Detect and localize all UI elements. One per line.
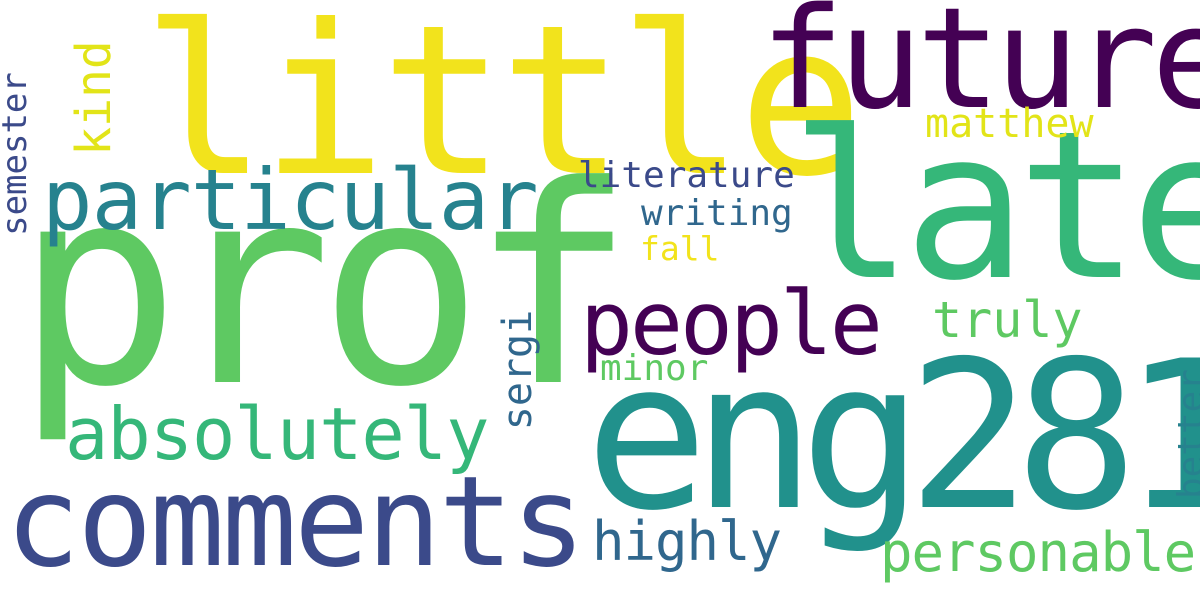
word-semester: semester — [0, 72, 35, 236]
word-people: people — [580, 272, 883, 375]
word-highly: highly — [592, 510, 782, 573]
word-late: late — [790, 88, 1200, 326]
word-better: better — [1171, 368, 1200, 500]
word-kind: kind — [65, 40, 122, 156]
word-prof: prof — [15, 127, 635, 447]
word-matthew: matthew — [925, 101, 1094, 147]
word-eng281: eng281 — [585, 318, 1200, 556]
word-writing: writing — [641, 193, 793, 234]
word-comments: comments — [5, 450, 586, 595]
word-literature: literature — [578, 155, 795, 196]
word-truly: truly — [932, 291, 1083, 349]
word-minor: minor — [600, 348, 709, 389]
word-future: future — [760, 0, 1200, 141]
word-personable: personable — [880, 521, 1196, 584]
word-sergi: sergi — [495, 309, 542, 431]
word-absolutely: absolutely — [65, 392, 489, 476]
word-particular: particular — [42, 151, 539, 249]
word-fall: fall — [640, 229, 720, 268]
word-little: little — [142, 0, 863, 223]
